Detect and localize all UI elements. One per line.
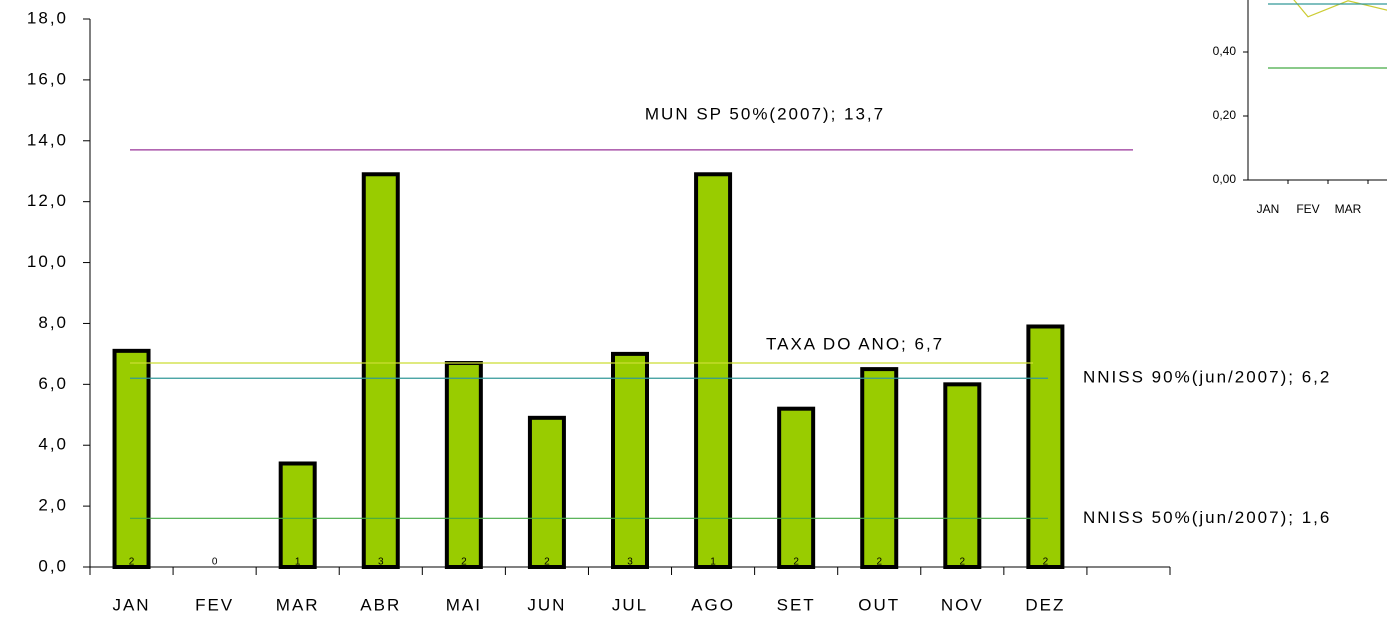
bar-label: 3: [378, 557, 384, 568]
y-tick-label: 14,0: [27, 130, 68, 149]
reference-label: NNISS 50%(jun/2007); 1,6: [1083, 508, 1331, 527]
x-tick-label: JAN: [1257, 202, 1280, 216]
bar: [777, 406, 816, 570]
bar-label: 2: [793, 557, 799, 568]
y-tick-label: 0,00: [1213, 172, 1237, 186]
y-tick-label: 0,40: [1213, 44, 1237, 58]
bar: [444, 361, 483, 569]
x-tick-label: SET: [777, 595, 816, 614]
y-tick-label: 0,0: [38, 556, 68, 575]
bar: [611, 351, 649, 569]
bar: [943, 382, 982, 570]
bar: [527, 415, 566, 570]
reference-label: MUN SP 50%(2007); 13,7: [645, 104, 885, 123]
reference-label: NNISS 90%(jun/2007); 6,2: [1083, 368, 1331, 387]
bar-label: 2: [876, 557, 882, 568]
x-tick-label: MAR: [1335, 202, 1362, 216]
bar-label: 3: [627, 557, 633, 568]
y-tick-label: 10,0: [27, 252, 68, 271]
bar-label: 1: [295, 557, 301, 568]
y-tick-label: 4,0: [38, 435, 68, 454]
x-tick-label: OUT: [858, 595, 900, 614]
x-tick-label: JUL: [612, 595, 648, 614]
label-box: [763, 331, 985, 362]
y-tick-label: 2,0: [38, 496, 68, 515]
x-tick-label: AGO: [691, 595, 735, 614]
bar: [860, 367, 899, 569]
x-tick-label: MAI: [446, 595, 482, 614]
bar-label: 2: [1043, 557, 1049, 568]
bar: [112, 348, 151, 569]
x-tick-label: JUN: [527, 595, 566, 614]
line-series: [1293, 0, 1387, 18]
bar: [1026, 324, 1065, 569]
y-tick-label: 16,0: [27, 69, 68, 88]
y-tick-label: 0,20: [1213, 108, 1237, 122]
x-tick-label: MAR: [276, 595, 320, 614]
y-tick-label: 6,0: [38, 374, 68, 393]
x-tick-label: NOV: [941, 595, 984, 614]
x-tick-label: FEV: [195, 595, 234, 614]
bar: [361, 172, 400, 569]
x-tick-label: DEZ: [1025, 595, 1065, 614]
y-tick-label: 12,0: [27, 191, 68, 210]
x-tick-label: FEV: [1296, 202, 1319, 216]
bar-label: 2: [129, 557, 135, 568]
x-tick-label: JAN: [112, 595, 150, 614]
bar-label: 1: [710, 557, 716, 568]
bar-label: 2: [544, 557, 550, 568]
bar: [694, 172, 733, 569]
x-tick-label: ABR: [360, 595, 401, 614]
bar-label: 0: [212, 557, 218, 568]
bar-label: 2: [960, 557, 966, 568]
bar-label: 2: [461, 557, 467, 568]
y-tick-label: 8,0: [38, 313, 68, 332]
reference-label: TAXA DO ANO; 6,7: [766, 335, 944, 354]
bar: [278, 461, 317, 569]
y-tick-label: 18,0: [27, 8, 68, 27]
